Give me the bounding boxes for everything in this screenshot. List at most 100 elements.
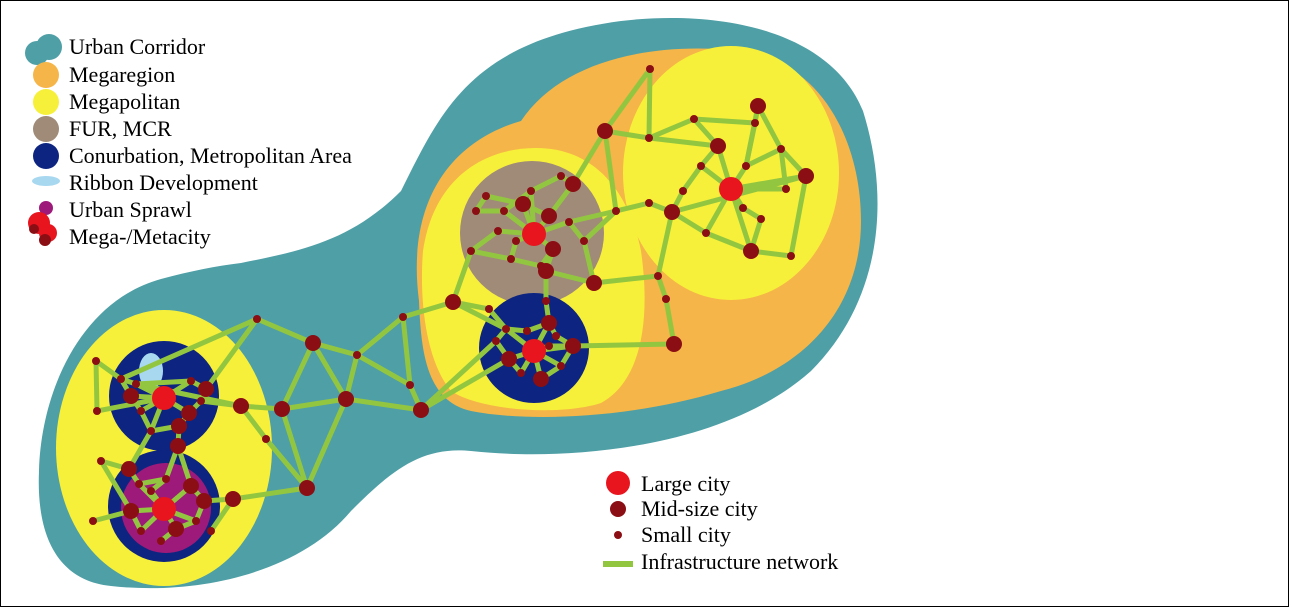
legend-ribbon-label: Ribbon Development <box>69 170 258 195</box>
infrastructure-link <box>468 228 501 254</box>
small-city-node <box>690 115 698 123</box>
small-city-node <box>612 207 620 215</box>
small-city-node <box>253 315 261 323</box>
small-city-node <box>467 247 475 255</box>
infrastructure-link <box>279 340 316 412</box>
small-city-node <box>542 297 550 305</box>
legend-fur-mcr: FUR, MCR <box>33 116 172 142</box>
small-city-node <box>132 380 140 388</box>
mid-size-city-node <box>274 401 290 417</box>
mid-size-city-node <box>170 438 186 454</box>
megapolitan-east <box>623 46 839 300</box>
infrastructure-swatch <box>603 561 633 567</box>
mid-size-city-node <box>225 491 241 507</box>
infrastructure-link <box>508 256 544 269</box>
mid-city-swatch <box>610 501 626 517</box>
legend-sprawl-label: Urban Sprawl <box>69 197 192 222</box>
infrastructure-link <box>418 338 499 413</box>
small-city-node <box>207 527 215 535</box>
small-city-node <box>697 162 705 170</box>
megacity-swatch <box>39 234 51 246</box>
small-city-node <box>757 215 765 223</box>
small-city-node <box>545 342 553 350</box>
infrastructure-link <box>755 103 784 152</box>
mid-size-city-node <box>541 208 557 224</box>
ribbon-swatch <box>32 176 60 186</box>
mid-size-city-node <box>501 351 517 367</box>
large-city-node <box>719 177 743 201</box>
mid-size-city-node <box>299 480 315 496</box>
infrastructure-link <box>566 219 587 244</box>
infrastructure-link <box>418 356 512 413</box>
mid-size-city-node <box>533 371 549 387</box>
mid-size-city-node <box>196 493 212 509</box>
legend-urban-corridor-label: Urban Corridor <box>69 34 206 59</box>
small-city-node <box>147 487 155 495</box>
infrastructure-link <box>570 341 677 349</box>
infrastructure-link <box>93 358 124 382</box>
infrastructure-link <box>646 135 721 149</box>
legend-large-city-label: Large city <box>641 471 730 496</box>
small-city-node <box>507 255 515 263</box>
small-city-node <box>399 313 407 321</box>
legend-fur-mcr-label: FUR, MCR <box>69 116 172 141</box>
mid-size-city-node <box>743 243 759 259</box>
small-city-node <box>262 435 270 443</box>
small-city-node <box>147 427 155 435</box>
small-city-node <box>406 381 414 389</box>
legend-ribbon: Ribbon Development <box>32 170 258 195</box>
mid-size-city-node <box>123 388 139 404</box>
legend-megacity-label: Mega-/Metacity <box>69 224 211 249</box>
infrastructure-link <box>566 208 619 225</box>
fur-swatch <box>33 116 59 142</box>
infrastructure-link <box>646 66 653 141</box>
infrastructure-link <box>203 316 260 392</box>
infrastructure-link <box>591 273 661 286</box>
legend-megaregion: Megaregion <box>33 62 175 88</box>
mid-size-city-node <box>123 503 139 519</box>
infrastructure-link <box>230 485 310 502</box>
small-city-node <box>565 218 573 226</box>
infrastructure-link <box>528 173 564 194</box>
legend-megapolitan: Megapolitan <box>33 89 180 115</box>
large-city-node <box>522 222 546 246</box>
small-city-node <box>500 207 508 215</box>
small-city-node <box>197 397 205 405</box>
infrastructure-link <box>98 458 134 514</box>
mid-size-city-node <box>183 478 199 494</box>
small-city-node <box>89 517 97 525</box>
mid-size-city-node <box>710 138 726 154</box>
mid-size-city-node <box>338 391 354 407</box>
infrastructure-link <box>570 128 608 187</box>
small-city-node <box>654 272 662 280</box>
legend-conurbation-label: Conurbation, Metropolitan Area <box>69 143 352 168</box>
small-city-node <box>782 185 790 193</box>
infrastructure-link <box>602 128 619 214</box>
small-city-node <box>777 145 785 153</box>
small-city-node <box>552 332 560 340</box>
mid-size-city-node <box>586 275 602 291</box>
large-city-swatch <box>606 471 630 495</box>
legend-mid-city-label: Mid-size city <box>641 496 758 521</box>
mid-size-city-node <box>666 336 682 352</box>
small-city-node <box>137 407 145 415</box>
legend-mid-city: Mid-size city <box>610 496 758 521</box>
infrastructure-link <box>743 146 784 169</box>
megaregion-swatch <box>33 62 59 88</box>
legend-infrastructure: Infrastructure network <box>603 549 838 574</box>
small-city-node <box>492 337 500 345</box>
small-city-node <box>162 475 170 483</box>
infrastructure-link <box>646 116 697 141</box>
infrastructure-link <box>450 299 509 332</box>
legend-conurbation: Conurbation, Metropolitan Area <box>33 143 352 169</box>
infrastructure-link <box>655 273 669 302</box>
small-city-node <box>557 362 565 370</box>
mid-size-city-node <box>171 418 187 434</box>
infrastructure-link <box>133 381 244 409</box>
small-city-node <box>517 369 525 377</box>
small-city-node <box>482 192 490 200</box>
megacity-swatch <box>29 224 39 234</box>
conurbation-swatch <box>33 143 59 169</box>
